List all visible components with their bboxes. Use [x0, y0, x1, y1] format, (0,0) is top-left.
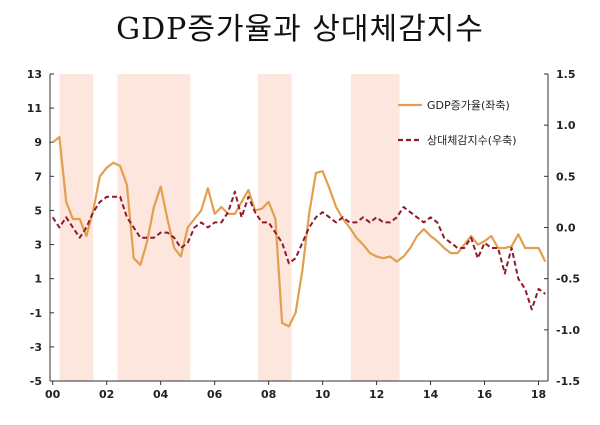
- legend: GDP증가율(좌축) 상대체감지수(우축): [398, 99, 517, 147]
- x-axis-ticks: 00 02 04 06 08 10 12 14 16 18: [45, 381, 546, 401]
- right-tick-label: 0.0: [556, 222, 576, 235]
- right-tick-label: -0.5: [556, 273, 580, 286]
- x-tick-label: 10: [315, 388, 331, 401]
- chart-title: GDP증가율과 상대체감지수: [116, 12, 484, 47]
- left-tick-label: 11: [27, 102, 42, 115]
- series-lines: [51, 136, 547, 328]
- left-tick-label: 9: [34, 136, 42, 149]
- left-tick-label: -3: [30, 341, 42, 354]
- x-tick-label: 14: [423, 388, 439, 401]
- shaded-period-4: [350, 74, 400, 381]
- x-tick-label: 00: [45, 388, 61, 401]
- left-axis-ticks: 13 11 9 7 5 3 1 -1 -3 -5: [27, 68, 54, 388]
- legend-label-2: 상대체감지수(우축): [427, 134, 517, 147]
- x-tick-label: 18: [531, 388, 546, 401]
- x-tick-label: 02: [99, 388, 114, 401]
- x-tick-label: 08: [261, 388, 276, 401]
- relative-sentiment-line: [51, 190, 546, 311]
- legend-label-1: GDP증가율(좌축): [427, 99, 510, 112]
- left-tick-label: 7: [34, 170, 42, 183]
- right-axis-ticks: 1.5 1.0 0.5 0.0 -0.5 -1.0 -1.5: [544, 68, 580, 388]
- shaded-period-2: [117, 74, 191, 381]
- right-tick-label: -1.0: [556, 324, 580, 337]
- left-tick-label: 1: [34, 273, 42, 286]
- left-tick-label: 3: [34, 239, 42, 252]
- right-tick-label: 0.5: [556, 170, 576, 183]
- x-tick-label: 04: [153, 388, 169, 401]
- left-tick-label: 13: [27, 68, 42, 81]
- right-tick-label: 1.0: [556, 119, 576, 132]
- x-tick-label: 12: [369, 388, 384, 401]
- x-tick-label: 16: [477, 388, 493, 401]
- right-tick-label: -1.5: [556, 375, 580, 388]
- left-tick-label: -5: [30, 375, 42, 388]
- gdp-growth-line: [52, 136, 547, 328]
- x-tick-label: 06: [207, 388, 223, 401]
- right-tick-label: 1.5: [556, 68, 576, 81]
- left-tick-label: -1: [30, 307, 42, 320]
- left-tick-label: 5: [34, 204, 42, 217]
- shaded-period-3: [257, 74, 292, 381]
